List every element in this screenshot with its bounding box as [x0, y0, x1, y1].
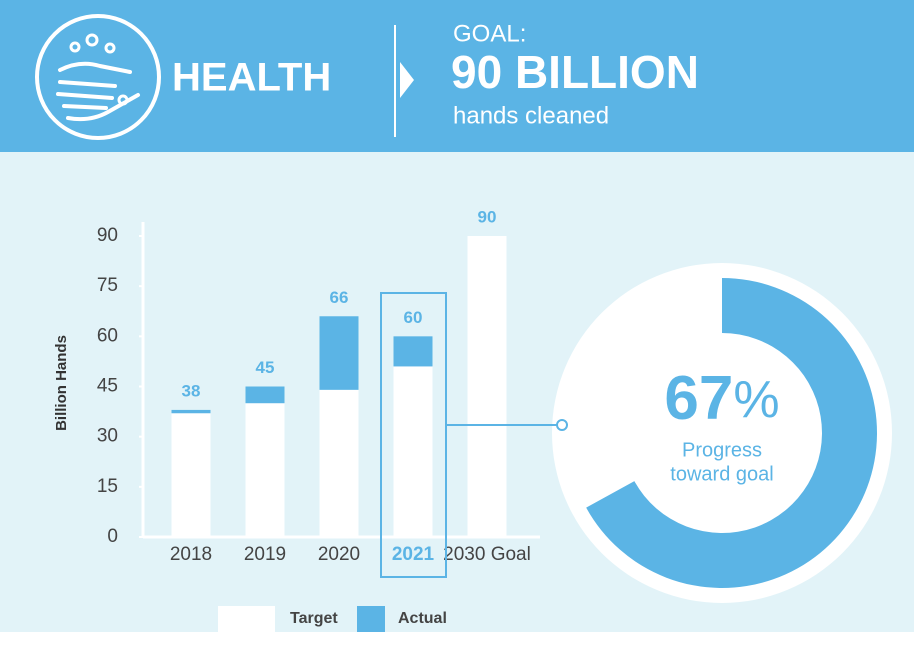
y-tick-label: 90: [97, 225, 118, 246]
header-title: HEALTH: [172, 56, 331, 100]
goal-label: GOAL:: [453, 20, 526, 47]
legend-label: Actual: [398, 610, 447, 627]
y-tick-label: 15: [97, 476, 118, 497]
goal-unit: hands cleaned: [453, 102, 609, 129]
data-label: 38: [182, 381, 201, 400]
x-tick-label: 2019: [244, 544, 286, 565]
hand-icon: [35, 14, 161, 140]
goal-value: 90 BILLION: [451, 46, 699, 98]
x-tick-label: 2021: [392, 544, 435, 565]
bar-target: [393, 366, 433, 537]
y-tick-label: 60: [97, 325, 118, 346]
y-tick-label: 45: [97, 376, 118, 397]
chevron: [400, 62, 414, 98]
legend-swatch: [357, 606, 385, 632]
progress-number: 67: [664, 364, 733, 433]
progress-arc: [586, 278, 878, 588]
progress-label: toward goal: [670, 463, 773, 485]
y-tick-label: 30: [97, 426, 118, 447]
x-tick-label: 2030 Goal: [443, 544, 531, 565]
bar-target: [245, 403, 285, 537]
connector-dot: [556, 419, 568, 431]
progress-unit: %: [733, 371, 779, 429]
data-label: 60: [404, 308, 423, 327]
x-tick-label: 2018: [170, 544, 212, 565]
legend-swatch: [218, 606, 275, 632]
progress-label: Progress: [682, 439, 762, 461]
x-tick-label: 2020: [318, 544, 360, 565]
bar-target: [467, 236, 507, 537]
bar-target: [171, 413, 211, 537]
data-label: 90: [478, 207, 497, 226]
header-bg: [0, 0, 914, 152]
data-label: 45: [256, 358, 275, 377]
y-tick-label: 0: [107, 526, 118, 547]
progress-value: 67%: [664, 364, 779, 433]
y-tick-label: 75: [97, 275, 118, 296]
bar-target: [319, 389, 359, 537]
y-axis-label: Billion Hands: [53, 335, 70, 431]
data-label: 66: [330, 288, 349, 307]
legend-label: Target: [290, 610, 338, 627]
highlight-box: [380, 292, 447, 578]
